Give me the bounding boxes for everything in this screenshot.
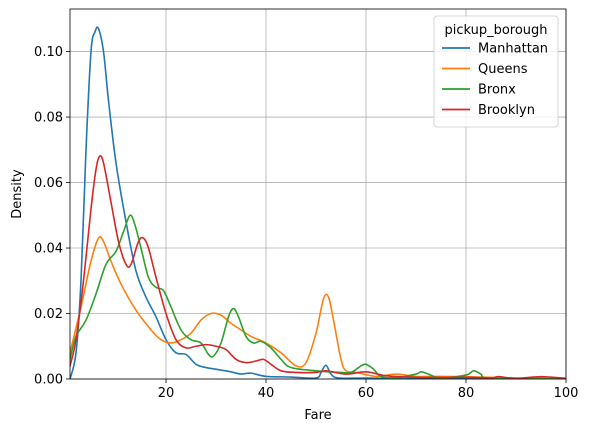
x-tick-label: 100 [554,386,579,401]
series-line-brooklyn [70,155,566,379]
y-tick-label: 0.06 [34,176,63,191]
legend-box [433,15,559,128]
legend-label: Queens [478,62,528,77]
y-axis-label: Density [10,169,25,219]
plot-frame [69,8,567,380]
y-axis-ticks: 0.00 0.02 0.04 0.06 0.08 0.10 [34,45,70,388]
x-tick-label: 20 [158,386,175,401]
series-line-queens [70,235,566,379]
y-tick-label: 0.08 [34,111,63,126]
y-tick-label: 0.10 [34,45,63,60]
x-axis-label: Fare [304,408,331,423]
legend-entries: Manhattan Queens Bronx Brooklyn [442,42,548,118]
legend-title: pickup_borough [444,23,547,38]
y-tick-label: 0.04 [34,242,63,257]
y-tick-label: 0.00 [34,373,63,388]
legend-entry-bronx: Bronx [442,83,516,98]
legend: pickup_borough Manhattan Queens Bronx Brook… [433,15,559,128]
x-tick-label: 40 [258,386,275,401]
legend-entry-queens: Queens [442,62,528,77]
series-layer [70,26,566,379]
legend-entry-manhattan: Manhattan [442,42,548,57]
x-tick-label: 80 [458,386,475,401]
legend-entry-brooklyn: Brooklyn [442,103,535,118]
series-line-bronx [70,214,566,379]
legend-label: Brooklyn [478,103,535,118]
legend-label: Bronx [478,83,516,98]
legend-label: Manhattan [478,42,548,57]
x-tick-label: 60 [358,386,375,401]
x-axis-ticks: 20 40 60 80 100 [158,379,579,401]
y-tick-label: 0.02 [34,307,63,322]
